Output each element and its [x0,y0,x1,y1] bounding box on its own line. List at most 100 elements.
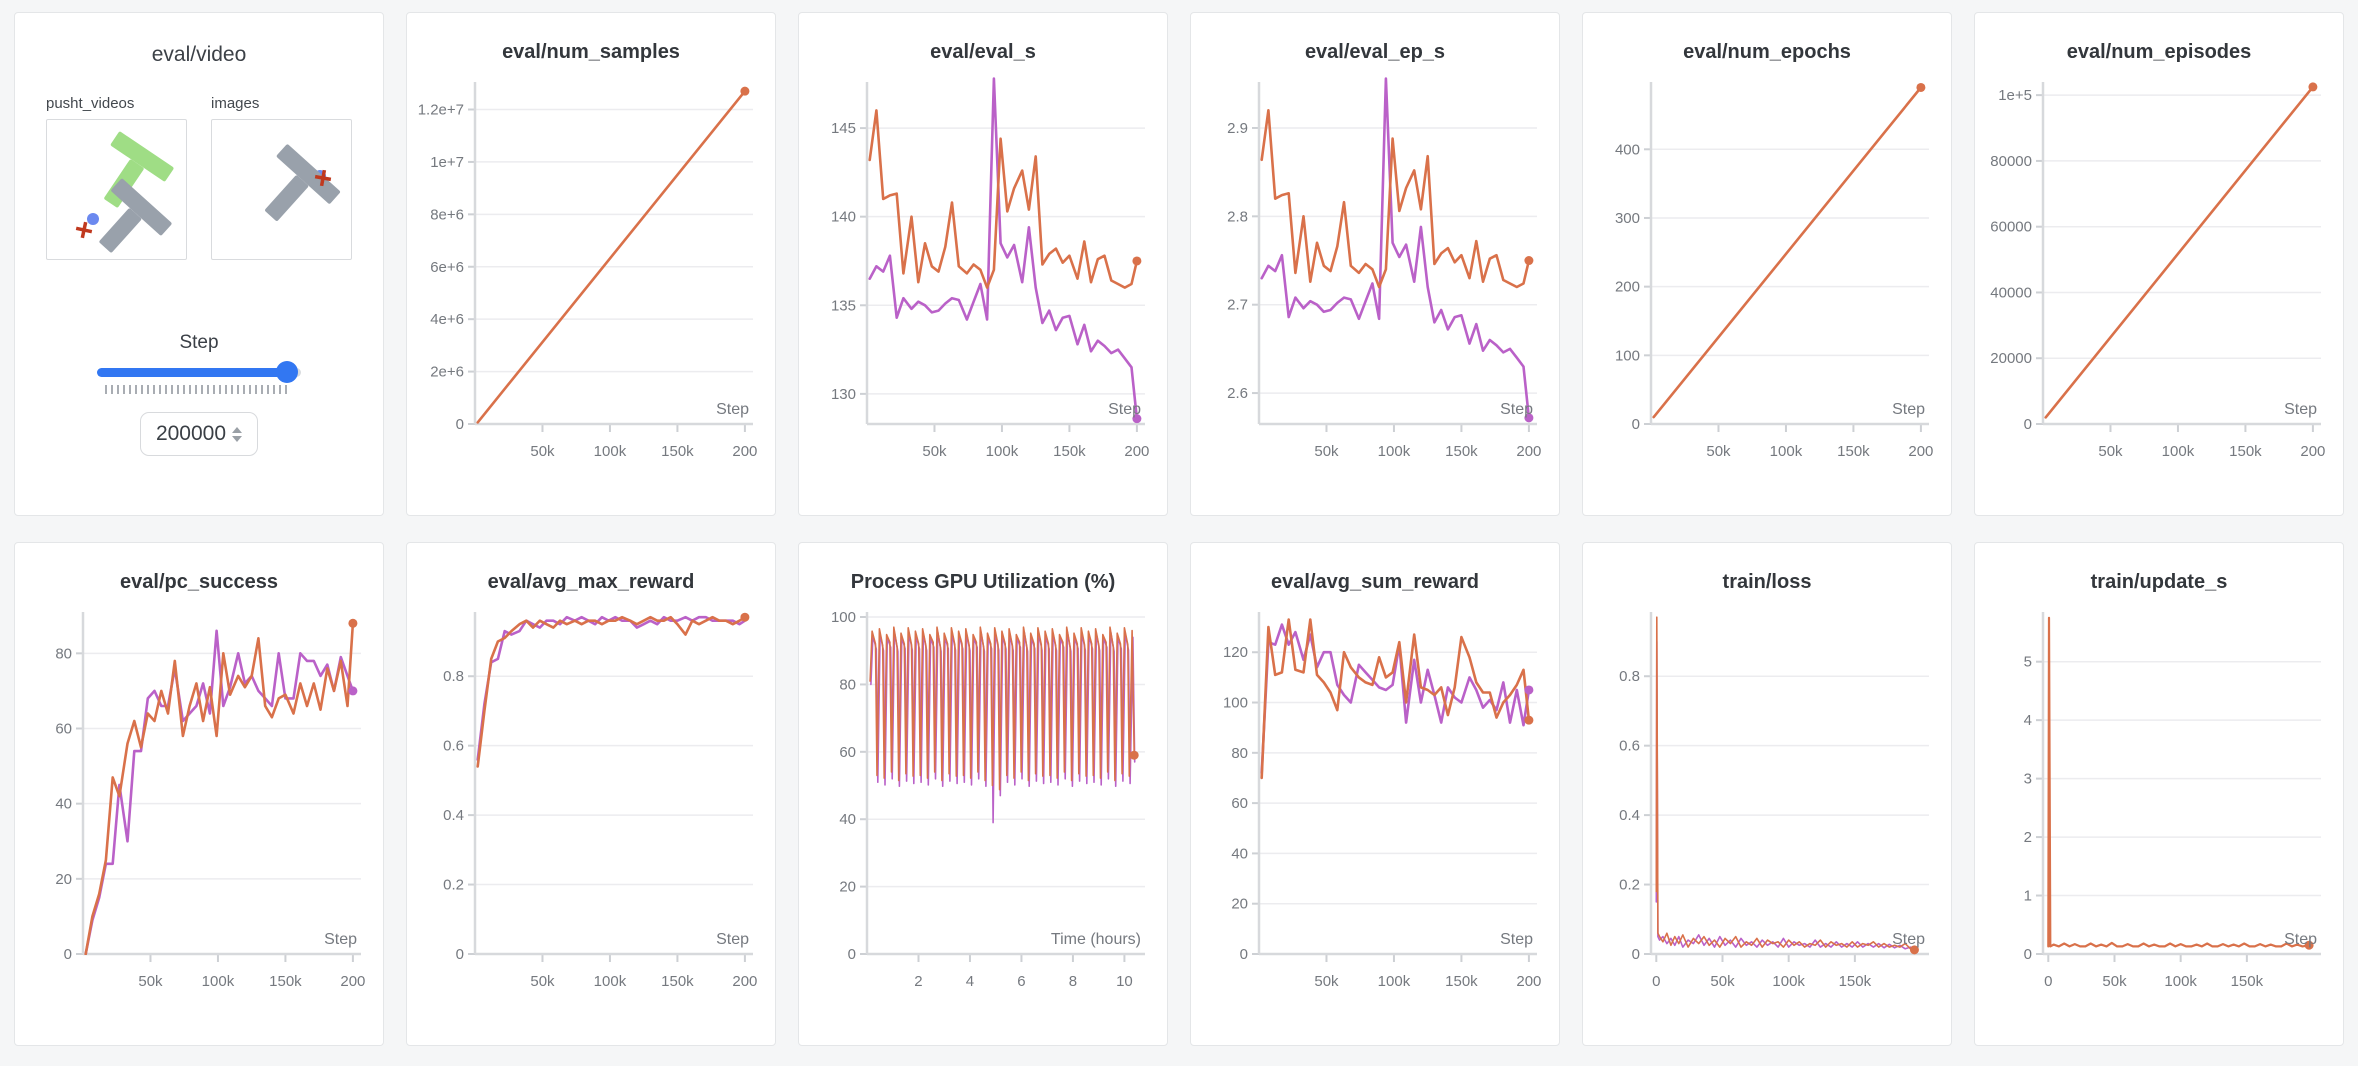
svg-text:0.2: 0.2 [443,877,464,894]
svg-text:Time (hours): Time (hours) [1051,931,1141,948]
svg-text:200: 200 [1516,973,1541,990]
step-slider-handle[interactable] [275,361,298,383]
svg-text:2.7: 2.7 [1227,297,1248,314]
chart-canvas[interactable]: 0 100 200 300 400 50k 100k 150k 200 Step [1594,70,1940,474]
svg-text:2.6: 2.6 [1227,385,1248,402]
media-panel-eval-video: eval/video pusht_videos [14,12,384,516]
svg-text:120: 120 [1223,644,1248,661]
svg-text:80000: 80000 [1990,153,2032,170]
chart-canvas[interactable]: 0 20 40 60 80 100 120 50k 100k 150k 200 Step [1202,600,1548,1004]
svg-text:50k: 50k [2098,443,2123,460]
svg-text:2.8: 2.8 [1227,208,1248,225]
media-thumbnail-images[interactable] [211,119,352,260]
step-slider-track[interactable] [97,368,301,377]
svg-text:0.2: 0.2 [1619,877,1640,894]
svg-text:Step: Step [716,401,749,418]
chart-panel-process-gpu-utilization: Process GPU Utilization (%) 0 20 40 60 80 100… [798,542,1168,1046]
chart-canvas[interactable]: 0 20000 40000 60000 80000 1e+5 50k 100k 150k 200 S… [1986,70,2332,474]
svg-text:Step: Step [1892,401,1925,418]
svg-text:40: 40 [839,811,856,828]
svg-text:0.8: 0.8 [443,668,464,685]
svg-text:60: 60 [1231,795,1248,812]
spinner-up-icon[interactable] [232,426,243,433]
svg-text:4: 4 [2024,712,2032,729]
svg-text:50k: 50k [530,973,555,990]
svg-text:150k: 150k [1445,973,1478,990]
step-slider-label: Step [179,332,219,353]
chart-panel-train-update-s: train/update_s 0 1 2 3 4 5 0 50k 100k 150k Step [1974,542,2344,1046]
svg-text:60: 60 [839,744,856,761]
svg-text:4: 4 [966,973,974,990]
svg-text:100k: 100k [202,973,235,990]
svg-text:200: 200 [340,973,365,990]
svg-text:80: 80 [55,645,72,662]
chart-panel-eval-num-samples: eval/num_samples 0 2e+6 4e+6 6e+6 8e+6 1e+7 1.… [406,12,776,516]
svg-text:3: 3 [2024,771,2032,788]
step-number-input[interactable]: 200000 [140,412,258,456]
svg-text:6: 6 [1017,973,1025,990]
chart-canvas[interactable]: 0 0.2 0.4 0.6 0.8 0 50k 100k 150k Step [1594,600,1940,1004]
media-thumbnail-pusht-videos[interactable] [46,119,187,260]
chart-title: Process GPU Utilization (%) [850,571,1116,593]
chart-title: eval/pc_success [120,571,278,593]
svg-text:60: 60 [55,721,72,738]
svg-text:4e+6: 4e+6 [430,311,464,328]
spinner-down-icon[interactable] [232,435,243,442]
chart-panel-eval-num-epochs: eval/num_epochs 0 100 200 300 400 50k 100k 150k… [1582,12,1952,516]
chart-canvas[interactable]: 2.6 2.7 2.8 2.9 50k 100k 150k 200 Step [1202,70,1548,474]
svg-text:140: 140 [831,209,856,226]
chart-canvas[interactable]: 0 1 2 3 4 5 0 50k 100k 150k Step [1986,600,2332,1004]
svg-text:100k: 100k [2162,443,2195,460]
svg-text:200: 200 [732,443,757,460]
svg-text:Step: Step [324,931,357,948]
step-slider [97,361,301,394]
svg-text:20000: 20000 [1990,350,2032,367]
svg-text:100k: 100k [1770,443,1803,460]
svg-text:0.4: 0.4 [1619,807,1640,824]
svg-text:150k: 150k [2229,443,2262,460]
svg-text:400: 400 [1615,141,1640,158]
svg-text:100: 100 [831,609,856,626]
svg-text:0: 0 [2024,946,2032,963]
svg-text:200: 200 [1908,443,1933,460]
chart-panel-eval-avg-max-reward: eval/avg_max_reward 0 0.2 0.4 0.6 0.8 50k 100k… [406,542,776,1046]
svg-text:20: 20 [839,879,856,896]
chart-canvas[interactable]: 0 20 40 60 80 100 2 4 6 8 10 Time (hours) [810,600,1156,1004]
chart-canvas[interactable]: 0 2e+6 4e+6 6e+6 8e+6 1e+7 1.2e+7 50k 100k 150k 20… [418,70,764,474]
panel-title: eval/video [151,43,247,66]
svg-text:0: 0 [1632,946,1640,963]
chart-title: eval/num_episodes [2066,41,2252,63]
svg-text:0: 0 [64,946,72,963]
svg-text:100: 100 [1223,695,1248,712]
svg-text:130: 130 [831,386,856,403]
svg-text:40: 40 [1231,845,1248,862]
chart-title: eval/avg_max_reward [487,571,695,593]
svg-text:80: 80 [839,676,856,693]
svg-text:1: 1 [2024,888,2032,905]
svg-text:100k: 100k [594,973,627,990]
svg-text:2: 2 [2024,829,2032,846]
chart-canvas[interactable]: 0 0.2 0.4 0.6 0.8 50k 100k 150k 200 Step [418,600,764,1004]
svg-text:150k: 150k [661,443,694,460]
svg-text:80: 80 [1231,745,1248,762]
chart-title: eval/avg_sum_reward [1271,571,1479,593]
svg-text:100k: 100k [1378,973,1411,990]
svg-text:0.4: 0.4 [443,807,464,824]
svg-text:1e+5: 1e+5 [1998,87,2032,104]
chart-title: train/loss [1722,571,1812,593]
svg-text:6e+6: 6e+6 [430,259,464,276]
svg-text:100k: 100k [986,443,1019,460]
chart-panel-eval-num-episodes: eval/num_episodes 0 20000 40000 60000 80000 1… [1974,12,2344,516]
chart-title: eval/num_epochs [1683,41,1851,63]
svg-text:0: 0 [848,946,856,963]
svg-text:8: 8 [1069,973,1077,990]
chart-canvas[interactable]: 0 20 40 60 80 50k 100k 150k 200 Step [26,600,372,1004]
chart-title: train/update_s [2090,571,2228,593]
svg-text:0: 0 [456,416,464,433]
svg-text:145: 145 [831,120,856,137]
chart-title: eval/eval_s [930,41,1036,63]
svg-text:50k: 50k [1706,443,1731,460]
chart-panel-eval-avg-sum-reward: eval/avg_sum_reward 0 20 40 60 80 100 120 50k 10… [1190,542,1560,1046]
step-spinner [232,426,243,442]
chart-canvas[interactable]: 130 135 140 145 50k 100k 150k 200 Step [810,70,1156,474]
